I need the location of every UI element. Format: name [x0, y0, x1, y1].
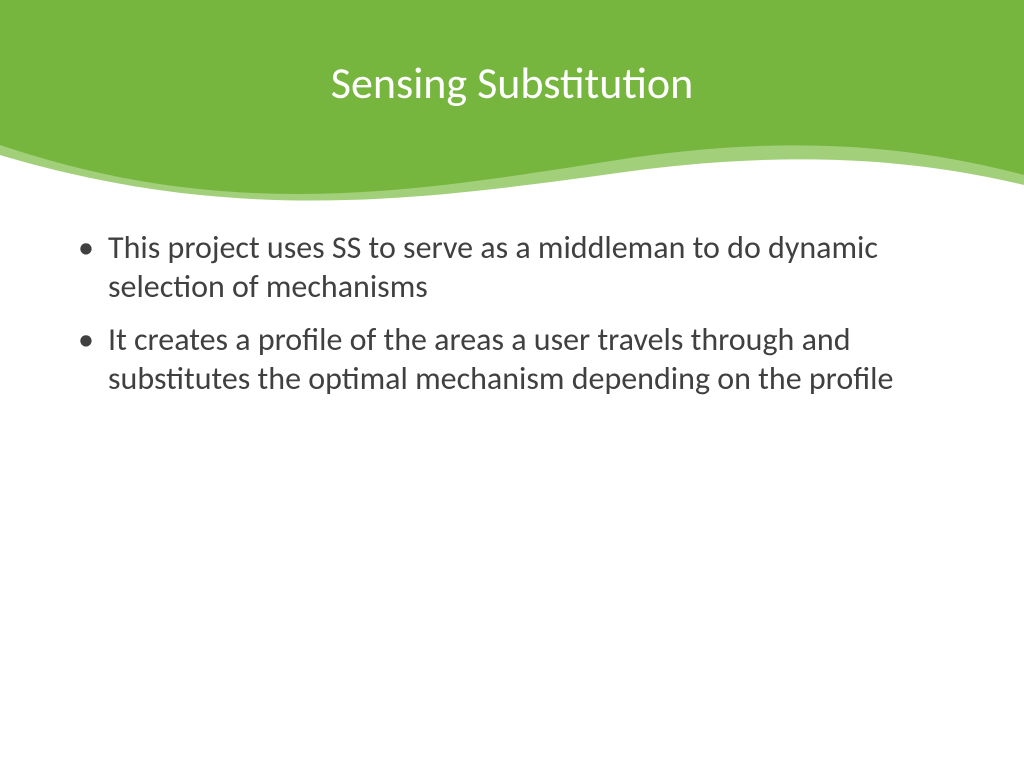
slide: Sensing Substitution This project uses S…	[0, 0, 1024, 768]
bullet-list: This project uses SS to serve as a middl…	[72, 228, 952, 398]
slide-body: This project uses SS to serve as a middl…	[72, 228, 952, 412]
slide-title: Sensing Substitution	[0, 56, 1024, 110]
bullet-item: It creates a profile of the areas a user…	[72, 320, 952, 398]
bullet-item: This project uses SS to serve as a middl…	[72, 228, 952, 306]
